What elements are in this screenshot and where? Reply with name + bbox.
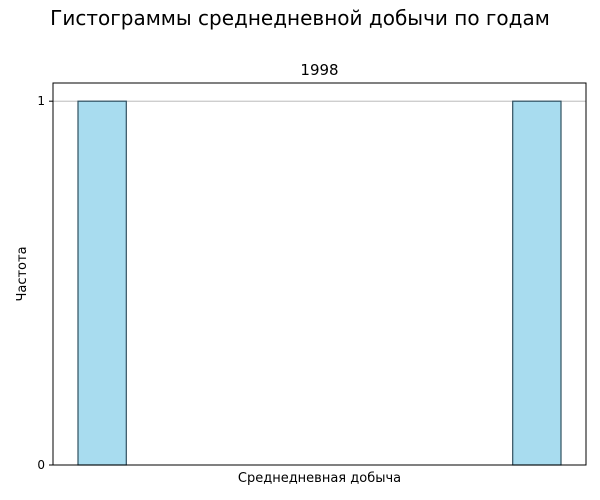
y-axis-ticks: 01 <box>37 94 53 472</box>
y-tick-label: 1 <box>37 94 45 108</box>
chart-subtitle: 1998 <box>300 61 338 79</box>
plot-area-frame <box>52 82 587 466</box>
figure-title: Гистограммы среднедневной добычи по года… <box>50 6 550 30</box>
bars-layer <box>77 100 562 466</box>
histogram-bar <box>512 100 562 466</box>
histogram-bar <box>77 100 127 466</box>
y-axis-label: Частота <box>15 246 30 301</box>
y-tick-label: 0 <box>37 458 45 472</box>
x-axis-label: Среднедневная добыча <box>238 471 401 486</box>
